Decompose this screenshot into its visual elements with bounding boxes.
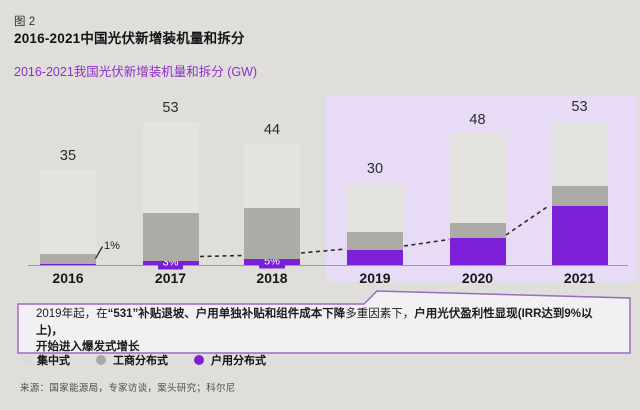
segment-commercial-2019 (347, 231, 403, 251)
legend-label: 户用分布式 (211, 355, 266, 367)
legend-label: 工商分布式 (113, 355, 168, 367)
x-axis-line (28, 265, 628, 266)
source-note: 来源：国家能源局，专家访谈，案头研究；科尔尼 (20, 383, 236, 394)
callout-text-segment: “531”补贴退坡、户用单独补贴和组件成本下降 (107, 308, 346, 320)
callout-text-segment: 多重因素下， (345, 308, 415, 320)
segment-centralized-2016 (40, 169, 96, 254)
x-axis-year-label: 2017 (154, 270, 187, 286)
commercial-dot-icon (96, 355, 106, 365)
segment-pct-label: 21% (450, 243, 640, 257)
segment-pct-label: 14% (552, 188, 640, 202)
residential-1pct-outside-label: 1% (104, 240, 120, 252)
bar-total-label: 48 (469, 112, 486, 129)
segment-commercial-2017 (142, 213, 199, 261)
legend-item-residential: 户用分布式 (194, 352, 266, 368)
bar-total-label: 53 (571, 98, 588, 115)
x-axis-year-label: 2018 (256, 270, 288, 286)
callout-text-segment: 开始进入爆发式增长 (36, 341, 140, 353)
segment-pct-label: 45% (552, 145, 640, 159)
segment-centralized-2020 (449, 134, 506, 224)
bar-total-label: 44 (263, 122, 281, 139)
centralized-dot-icon (20, 355, 30, 365)
legend-item-centralized: 集中式 (20, 352, 70, 368)
x-axis-year-label: 2020 (461, 270, 494, 286)
chart-subtitle: 2016-2021我国光伏新增装机量和拆分 (GW) (14, 65, 258, 79)
segment-residential-2021 (551, 205, 608, 265)
segment-commercial-2018 (244, 207, 300, 259)
segment-commercial-2020 (449, 223, 506, 238)
x-axis-year-label: 2019 (359, 270, 391, 286)
bar-total-label: 30 (366, 161, 384, 178)
legend-label: 集中式 (37, 355, 70, 367)
segment-centralized-2017 (142, 122, 199, 214)
bar-total-label: 53 (162, 100, 179, 117)
legend-item-commercial: 工商分布式 (96, 352, 168, 368)
segment-commercial-2016 (40, 253, 96, 265)
callout-text-segment: 2019年起，在 (36, 308, 108, 320)
x-axis-year-label: 2016 (52, 270, 84, 286)
page-title: 2016-2021中国光伏新增装机量和拆分 (14, 31, 245, 46)
x-axis-year-label: 2021 (563, 270, 596, 286)
bar-total-label: 35 (59, 147, 77, 164)
residential-dot-icon (194, 355, 204, 365)
callout-annotation-text: 2019年起，在“531”补贴退坡、户用单独补贴和组件成本下降多重因素下，户用光… (36, 306, 618, 356)
segment-pct-label: 41% (552, 227, 640, 241)
segment-centralized-2021 (551, 120, 608, 186)
chart-legend: 集中式 工商分布式 户用分布式 (20, 352, 266, 368)
segment-residential-2016 (40, 264, 96, 265)
segment-pct-label: 68% (450, 171, 640, 185)
segment-centralized-2018 (244, 144, 300, 208)
figure-label: 图 2 (14, 16, 36, 28)
callout-text-segment: 户用光伏盈利性显现(IRR达到9%以上)， (36, 308, 593, 337)
segment-residential-2019 (347, 250, 403, 265)
segment-centralized-2019 (347, 183, 403, 232)
segment-residential-2020 (449, 237, 506, 265)
segment-commercial-2021 (551, 185, 608, 206)
